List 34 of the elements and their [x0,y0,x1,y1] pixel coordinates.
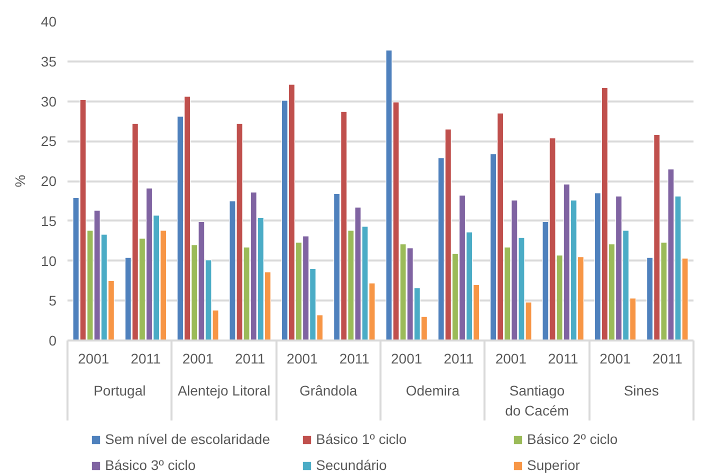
y-tick-label: 5 [48,292,57,309]
y-tick-label: 15 [40,212,57,229]
legend-label: Básico 1º ciclo [316,431,408,447]
y-tick-label: 0 [48,332,57,348]
x-tick-label: 2011 [444,350,474,366]
y-axis-title: % [12,174,28,188]
y-tick-label: 10 [40,252,57,269]
x-tick-label: 2001 [78,350,110,366]
legend-label: Sem nível de escolaridade [105,431,271,447]
x-tick-label: 2001 [600,350,632,366]
x-tick-label: 2011 [339,350,370,366]
text: Portugal [94,382,146,398]
y-tick-label: 35 [40,53,57,70]
x-tick-label: 2011 [652,350,683,366]
x-tick-label: 2011 [235,350,266,366]
text: Santiago do Cacém [505,382,569,418]
y-tick-label: 25 [40,133,57,150]
x-tick-label: 2011 [130,350,162,366]
legend-label: Básico 3º ciclo [105,457,197,473]
x-tick-label: 2001 [182,350,214,366]
text: Grândola [300,382,358,398]
legend-label: Superior [527,457,581,473]
x-tick-label: 2001 [495,350,527,366]
x-tick-label: 2001 [286,350,318,366]
text: Alentejo Litoral [178,382,270,398]
text: Sines [624,382,659,398]
y-tick-label: 20 [40,173,57,189]
legend-label: Secundário [316,457,388,473]
y-tick-label: 30 [40,93,57,110]
legend-label: Básico 2º ciclo [527,431,619,447]
x-tick-label: 2001 [391,350,422,366]
x-tick-label: 2011 [548,350,578,366]
text: Odemira [406,382,460,398]
y-tick-label: 40 [40,14,57,30]
